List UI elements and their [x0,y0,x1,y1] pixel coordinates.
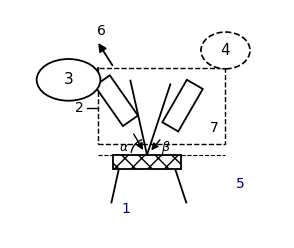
Text: 6: 6 [97,24,106,38]
Ellipse shape [37,59,101,101]
Text: 5: 5 [236,177,245,191]
Bar [113,155,181,169]
Polygon shape [95,75,138,126]
Text: 7: 7 [210,121,219,135]
Text: 4: 4 [221,43,230,58]
Ellipse shape [201,32,250,69]
Text: 3: 3 [64,72,74,87]
Text: 1: 1 [122,202,131,216]
Text: α: α [120,141,128,154]
Bar [98,68,225,144]
Text: 2: 2 [75,101,84,115]
Polygon shape [162,80,203,131]
Text: β: β [161,141,169,154]
